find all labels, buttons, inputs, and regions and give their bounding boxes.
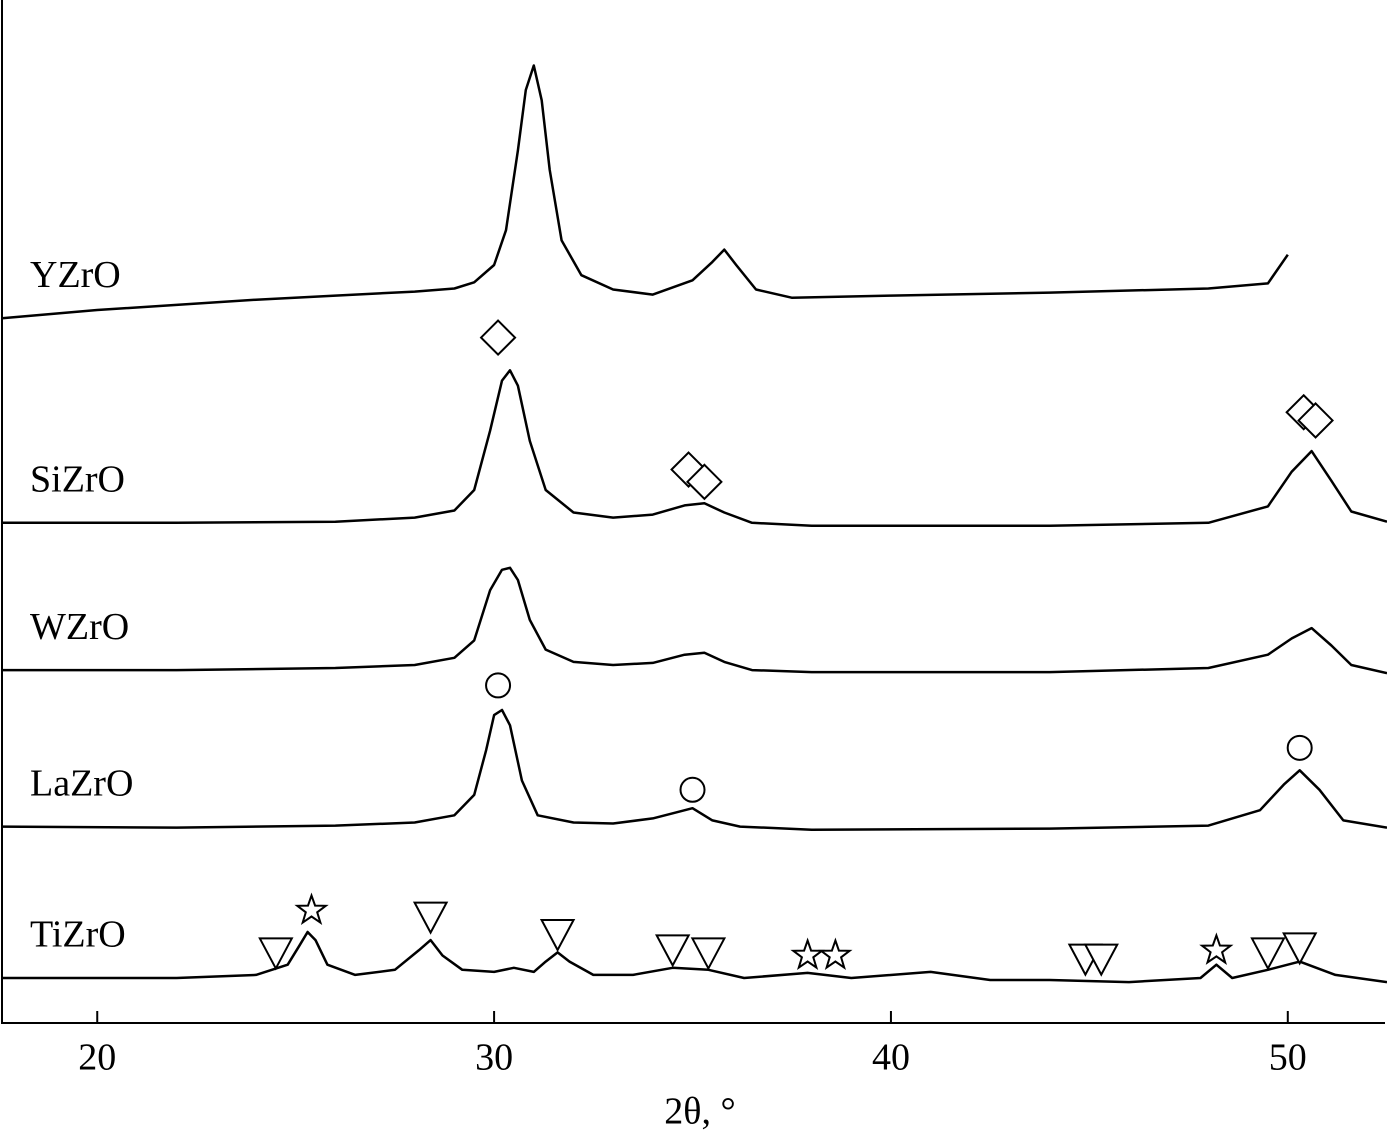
phase-marker-circle xyxy=(679,776,706,803)
x-tick-label: 40 xyxy=(872,1037,910,1079)
phase-marker-star xyxy=(294,892,329,926)
phase-marker-triangle xyxy=(258,937,294,971)
phase-marker-triangle xyxy=(1250,937,1286,971)
phase-marker-triangle xyxy=(539,919,576,953)
x-tick-label: 50 xyxy=(1269,1037,1307,1079)
phase-marker-triangle xyxy=(1083,943,1119,977)
series-label: TiZrO xyxy=(30,914,126,956)
series-line xyxy=(1,64,1289,320)
phase-marker-diamond xyxy=(686,463,723,501)
phase-marker-circle xyxy=(1286,734,1313,761)
phase-marker-triangle xyxy=(655,934,691,968)
x-tick-label: 20 xyxy=(78,1037,116,1079)
phase-marker-diamond xyxy=(1297,402,1334,439)
phase-marker-star xyxy=(818,937,853,971)
series-label: SiZrO xyxy=(30,458,125,500)
x-axis-label: 2θ, ° xyxy=(664,1091,735,1133)
series-line xyxy=(2,566,1387,675)
series-line xyxy=(2,930,1387,984)
phase-marker-circle xyxy=(485,672,512,699)
series-label: LaZrO xyxy=(30,762,133,804)
phase-marker-triangle xyxy=(412,901,449,935)
x-tick-label: 30 xyxy=(475,1037,513,1079)
series-label: WZrO xyxy=(30,606,129,648)
phase-marker-triangle xyxy=(690,937,727,971)
series-line xyxy=(2,369,1387,528)
series-line xyxy=(1,708,1387,831)
phase-marker-diamond xyxy=(479,319,517,357)
phase-marker-star xyxy=(1199,932,1234,965)
phase-marker-star xyxy=(790,937,825,971)
phase-marker-triangle xyxy=(1282,932,1318,966)
series-label: YZrO xyxy=(30,254,121,296)
